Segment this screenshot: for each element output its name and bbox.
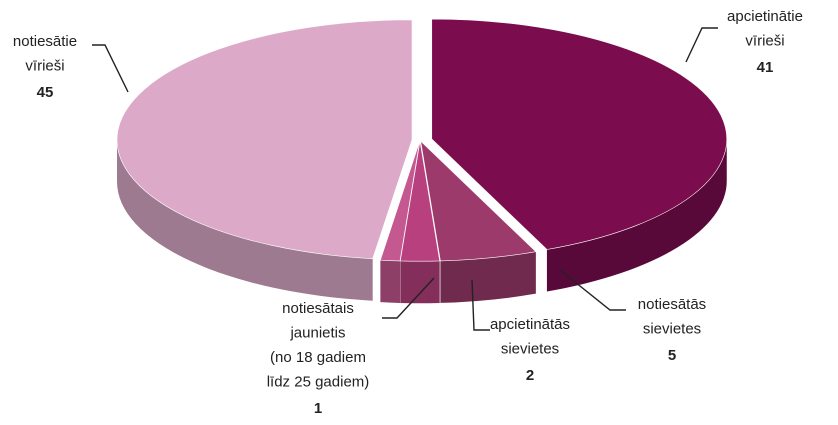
label-line: notiesātais (282, 300, 354, 317)
value-label: 2 (526, 367, 534, 384)
leader-line (92, 44, 129, 93)
data-label: notiesātie vīrieši (13, 33, 77, 75)
slice (399, 141, 441, 262)
label-line: vīrieši (745, 33, 784, 50)
label-line: notiesātie (13, 33, 77, 50)
value-label: 41 (757, 59, 774, 76)
slice (116, 19, 413, 260)
label-line: sievietes (501, 341, 559, 358)
data-label: notiesātais jaunietis (no 18 gadiem līdz 25… (267, 300, 370, 391)
value-label: 5 (668, 347, 676, 364)
label-line: apcietinātie (727, 8, 803, 25)
leader-line (685, 27, 718, 63)
slice-side (546, 139, 727, 292)
slice-side (380, 260, 400, 303)
leader-line (471, 279, 490, 331)
label-line: (no 18 gadiem (270, 349, 366, 366)
slice-side (117, 139, 373, 301)
label-line: jaunietis (289, 325, 345, 342)
slice-side (440, 251, 536, 303)
data-label: apcietinātie vīrieši (727, 8, 803, 50)
label-line: notiesātās (638, 296, 706, 313)
label-line: vīrieši (25, 58, 64, 75)
slice (420, 140, 537, 262)
data-label: notiesātās sievietes (638, 296, 706, 338)
label-line: sievietes (643, 321, 701, 338)
label-line: līdz 25 gadiem) (267, 374, 370, 391)
leader-line (559, 269, 626, 311)
leader-line (382, 277, 435, 319)
label-line: apcietinātās (490, 316, 570, 333)
slice-side (400, 260, 440, 304)
value-label: 1 (314, 400, 322, 417)
slice (379, 141, 420, 262)
value-label: 45 (37, 84, 54, 101)
slice (431, 18, 728, 250)
data-label: apcietinātās sievietes (490, 316, 570, 358)
